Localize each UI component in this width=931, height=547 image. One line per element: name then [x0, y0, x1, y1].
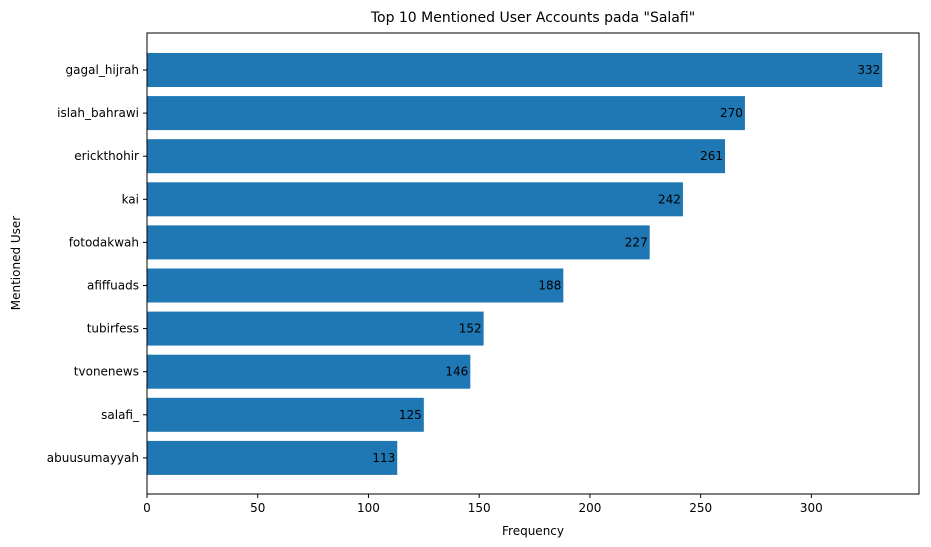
data-label: 270 [720, 106, 743, 120]
bar [147, 225, 650, 260]
y-tick-label: kai [122, 192, 139, 206]
bars-group: 332 270 261 242 227 188 152 146 125 113 [147, 53, 883, 475]
bar [147, 96, 745, 131]
x-axis-label: Frequency [502, 524, 564, 538]
y-tick-label: gagal_hijrah [66, 63, 139, 77]
bar [147, 397, 424, 432]
x-tick-label: 50 [250, 501, 265, 515]
data-label: 332 [857, 63, 880, 77]
data-label: 227 [625, 235, 648, 249]
data-label: 146 [445, 365, 468, 379]
chart-title: Top 10 Mentioned User Accounts pada "Sal… [370, 10, 695, 26]
x-tick-label: 200 [578, 501, 601, 515]
y-tick-label: tvonenews [74, 365, 139, 379]
x-tick-label: 300 [800, 501, 823, 515]
y-tick-labels: gagal_hijrah islah_bahrawi erickthohir kai f… [47, 63, 147, 465]
bar [147, 182, 683, 217]
y-tick-label: afiffuads [87, 279, 139, 293]
data-label: 125 [399, 408, 422, 422]
y-tick-label: erickthohir [74, 149, 139, 163]
x-tick-label: 0 [143, 501, 151, 515]
y-tick-label: tubirfess [87, 322, 139, 336]
bar [147, 311, 484, 346]
x-ticks: 0 50 100 150 200 250 300 [143, 494, 823, 515]
y-tick-label: islah_bahrawi [57, 106, 139, 120]
bar [147, 268, 564, 303]
data-label: 188 [538, 279, 561, 293]
x-tick-label: 100 [357, 501, 380, 515]
plot-frame [146, 32, 920, 495]
x-tick-label: 150 [468, 501, 491, 515]
y-tick-label: salafi_ [101, 408, 140, 422]
data-label: 113 [372, 451, 395, 465]
y-axis-label: Mentioned User [9, 216, 23, 311]
y-tick-label: abuusumayyah [47, 451, 139, 465]
bar [147, 440, 398, 475]
data-label: 242 [658, 192, 681, 206]
data-label: 261 [700, 149, 723, 163]
bar [147, 139, 726, 174]
bar [147, 53, 883, 87]
x-tick-label: 250 [689, 501, 712, 515]
data-label: 152 [459, 322, 482, 336]
bar [147, 354, 471, 389]
y-tick-label: fotodakwah [69, 235, 139, 249]
